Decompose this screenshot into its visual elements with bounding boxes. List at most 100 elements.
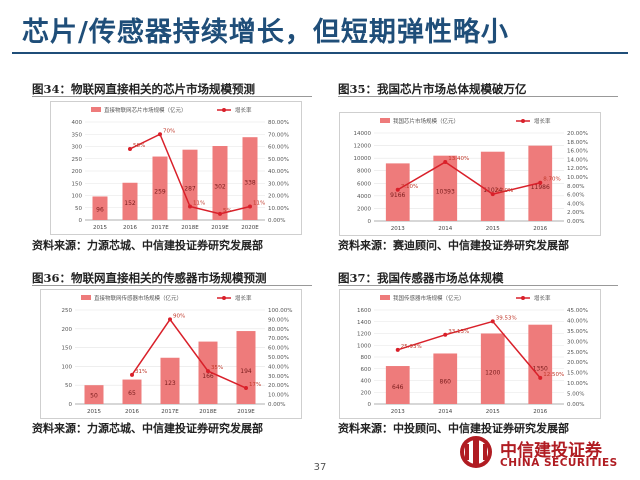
growth-value-label: 12.50% <box>543 372 564 378</box>
bar-value-label: 11986 <box>531 184 550 191</box>
bar <box>152 156 168 220</box>
y-tick-label: 0 <box>69 402 73 408</box>
y2-tick-label: 30.00% <box>268 374 289 380</box>
growth-value-label: 39.53% <box>496 315 517 321</box>
growth-point <box>128 146 132 151</box>
growth-value-label: 17% <box>249 382 261 388</box>
x-tick-label: 2015 <box>486 409 500 415</box>
x-tick-label: 2019E <box>237 409 255 415</box>
y2-tick-label: 0.00% <box>268 402 285 408</box>
y2-tick-label: 80.00% <box>268 120 289 126</box>
bar-value-label: 860 <box>440 378 452 385</box>
legend: 直接物联网芯片市场规模（亿元） 增长率 <box>91 106 252 114</box>
growth-value-label: 31% <box>135 369 147 375</box>
y2-tick-label: 40.00% <box>567 318 588 324</box>
x-tick-label: 2018E <box>199 409 217 415</box>
legend-line-label: 增长率 <box>235 294 252 302</box>
growth-value-label: 33.13% <box>448 329 469 335</box>
legend-line-marker <box>222 108 226 112</box>
growth-point <box>538 375 543 380</box>
growth-point <box>130 372 134 377</box>
bar-value-label: 65 <box>128 390 136 397</box>
legend-bar-label: 直接物联网传感器市场规模（亿元） <box>94 294 182 302</box>
bar <box>433 353 458 404</box>
y2-tick-label: 60.00% <box>268 346 289 352</box>
growth-value-label: 7.10% <box>401 184 418 190</box>
growth-point <box>443 160 448 165</box>
y2-tick-label: 20.00% <box>567 360 588 366</box>
y2-tick-label: 70.00% <box>268 132 289 138</box>
y-tick-label: 50 <box>65 383 72 389</box>
bar-value-label: 1350 <box>533 365 548 372</box>
legend: 我国芯片市场规模（亿元） 增长率 <box>380 117 551 125</box>
growth-point <box>218 211 222 216</box>
y-tick-label: 150 <box>72 181 83 187</box>
x-tick-label: 2016 <box>123 225 137 231</box>
bar-value-label: 152 <box>124 200 136 207</box>
growth-value-label: 6.10% <box>496 188 513 194</box>
x-tick-label: 2015 <box>87 409 101 415</box>
y2-tick-label: 90.00% <box>268 317 289 323</box>
legend-bar-swatch <box>380 295 390 300</box>
figure-36-underline <box>32 285 312 286</box>
x-tick-label: 2017E <box>151 225 169 231</box>
figure-35-chart: 我国芯片市场规模（亿元） 增长率 0 2000 4000 6000 8000 10000 120… <box>339 112 601 236</box>
x-tick-label: 2016 <box>125 409 139 415</box>
growth-point <box>158 132 162 137</box>
figure-37-chart: 我国传感器市场规模（亿元） 增长率 0 200 400 600 800 1000 1200 140… <box>339 289 601 419</box>
growth-line <box>397 161 541 195</box>
y2-tick-label: 10.00% <box>268 393 289 399</box>
y2-tick-label: 10.00% <box>268 206 289 212</box>
legend-bar-swatch <box>380 118 390 123</box>
growth-point <box>206 369 210 374</box>
y2-tick-label: 60.00% <box>268 145 289 151</box>
brand-name-cn: 中信建投证券 <box>500 441 602 461</box>
growth-value-label: 35% <box>211 365 223 371</box>
y2-tick-label: 100.00% <box>268 308 292 314</box>
legend-bar-swatch <box>81 295 91 300</box>
bar <box>160 357 180 404</box>
growth-point <box>188 204 192 209</box>
bar <box>182 149 198 220</box>
y2-tick-label: 50.00% <box>268 355 289 361</box>
bar-value-label: 259 <box>154 188 166 195</box>
y2-tick-label: 0.00% <box>268 218 285 224</box>
y-tick-label: 0 <box>368 219 372 225</box>
figure-36-chart: 直接物联网传感器市场规模（亿元） 增长率 0 50 100 150 200 250 0.00% 1… <box>40 289 302 419</box>
figure-37-underline <box>338 285 618 286</box>
y2-tick-label: 40.00% <box>268 169 289 175</box>
legend-line-label: 增长率 <box>235 106 252 114</box>
y-tick-label: 4000 <box>357 194 371 200</box>
y2-tick-label: 18.00% <box>567 140 588 146</box>
y-tick-label: 12000 <box>354 144 372 150</box>
legend-bar-label: 直接物联网芯片市场规模（亿元） <box>104 106 187 114</box>
growth-value-label: 25.93% <box>401 344 422 350</box>
legend-line-marker <box>222 296 226 300</box>
legend-bar-label: 我国芯片市场规模（亿元） <box>393 117 459 125</box>
y-tick-label: 250 <box>72 157 83 163</box>
legend-line-marker <box>521 119 525 123</box>
page-number: 37 <box>313 462 327 473</box>
y2-tick-label: 25.00% <box>567 350 588 356</box>
growth-point <box>490 319 495 324</box>
bar <box>528 324 553 404</box>
y2-tick-label: 0.00% <box>567 219 584 225</box>
x-tick-label: 2019E <box>211 225 229 231</box>
bar-value-label: 166 <box>202 373 214 380</box>
y-tick-label: 600 <box>361 367 372 373</box>
legend-line-marker <box>521 296 525 300</box>
growth-point <box>538 180 543 185</box>
y2-tick-label: 14.00% <box>567 157 588 163</box>
y-tick-label: 250 <box>62 308 73 314</box>
bar <box>212 146 228 220</box>
y2-tick-label: 10.00% <box>567 381 588 387</box>
figure-35-source: 资料来源：赛迪顾问、中信建投证券研究发展部 <box>338 239 569 252</box>
china-securities-logo-icon <box>460 436 492 468</box>
y2-tick-label: 2.00% <box>567 210 584 216</box>
bar-value-label: 646 <box>392 384 404 391</box>
bar <box>480 333 505 404</box>
y-tick-label: 14000 <box>354 131 372 137</box>
x-tick-label: 2016 <box>533 409 547 415</box>
x-tick-label: 2013 <box>391 409 405 415</box>
y-tick-label: 300 <box>72 145 83 151</box>
